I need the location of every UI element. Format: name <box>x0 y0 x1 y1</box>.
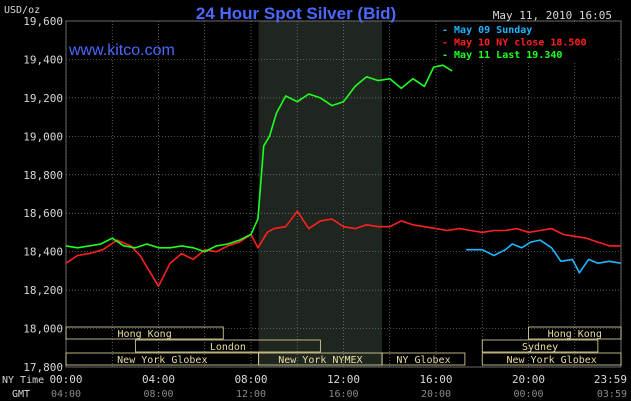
market-box <box>528 326 622 340</box>
market-label: New York Globex <box>506 355 596 366</box>
market-box <box>381 352 466 366</box>
market-label: New York NYMEX <box>278 355 362 366</box>
x-tick-label-gmt: 00:00 <box>513 389 543 400</box>
legend-entry: - May 10 NY close 18.500 <box>442 38 587 49</box>
x-tick-label-gmt: 20:00 <box>421 389 451 400</box>
x-tick-label-gmt: 12:00 <box>236 389 266 400</box>
market-box <box>481 352 622 366</box>
market-label: NY Globex <box>396 355 450 366</box>
market-label: Sydney <box>522 342 558 353</box>
legend-entry: - May 09 Sunday <box>442 25 532 36</box>
nymex-session-shade <box>258 21 383 367</box>
x-tick-label-ny: 23:59 <box>594 373 627 386</box>
y-tick-label: 19,600 <box>23 15 63 28</box>
x-tick-label-ny: 04:00 <box>142 373 175 386</box>
market-label: London <box>210 342 246 353</box>
y-tick-label: 17,800 <box>23 361 63 374</box>
price-series <box>65 64 621 288</box>
plot-frame <box>65 20 622 368</box>
x-tick-label-gmt: 08:00 <box>143 389 173 400</box>
series-line-3 <box>65 64 453 253</box>
y-tick-label: 19,000 <box>23 130 63 143</box>
gmt-label: GMT <box>12 389 30 400</box>
y-axis-ticks: 17,800 18,000 18,200 18,400 18,600 18,800 19,0… <box>23 15 63 374</box>
market-box <box>134 339 321 353</box>
y-tick-label: 18,400 <box>23 246 63 259</box>
market-label: Hong Kong <box>118 329 172 340</box>
market-label: Hong Kong <box>548 329 602 340</box>
market-sessions: Hong Kong Hong Kong London Sydney New York G… <box>65 326 622 366</box>
x-axis-ticks: 00:00 04:00 04:00 08:00 08:00 12:00 12:00 16:00… <box>49 373 627 400</box>
y-tick-label: 18,000 <box>23 323 63 336</box>
chart-title: 24 Hour Spot Silver (Bid) <box>196 4 396 23</box>
y-tick-label: 19,400 <box>23 53 63 66</box>
ny-time-label: NY Time <box>2 375 44 386</box>
y-tick-label: 18,600 <box>23 207 63 220</box>
legend: - May 09 Sunday - May 10 NY close 18.500-… <box>436 22 616 62</box>
x-tick-label-ny: 16:00 <box>419 373 452 386</box>
x-tick-label-ny: 00:00 <box>49 373 82 386</box>
y-tick-label: 19,200 <box>23 92 63 105</box>
x-tick-label-gmt: 03:59 <box>597 389 627 400</box>
market-box <box>65 326 224 340</box>
timestamp: May 11, 2010 16:05 <box>493 9 612 22</box>
y-tick-label: 18,800 <box>23 169 63 182</box>
series-line-1 <box>466 239 621 274</box>
market-label: New York Globex <box>117 355 207 366</box>
x-tick-label-gmt: 04:00 <box>51 389 81 400</box>
legend-box <box>436 22 616 62</box>
site-watermark: www.kitco.com <box>68 42 175 59</box>
x-tick-label-ny: 12:00 <box>327 373 360 386</box>
x-tick-label-ny: 20:00 <box>512 373 545 386</box>
legend-entry: - May 11 Last 19.340 <box>442 50 562 61</box>
unit-label: USD/oz <box>4 5 40 16</box>
x-tick-label-ny: 08:00 <box>234 373 267 386</box>
y-tick-label: 18,200 <box>23 284 63 297</box>
market-box <box>481 339 599 353</box>
series-line-2 <box>65 210 621 288</box>
x-tick-label-gmt: 16:00 <box>328 389 358 400</box>
